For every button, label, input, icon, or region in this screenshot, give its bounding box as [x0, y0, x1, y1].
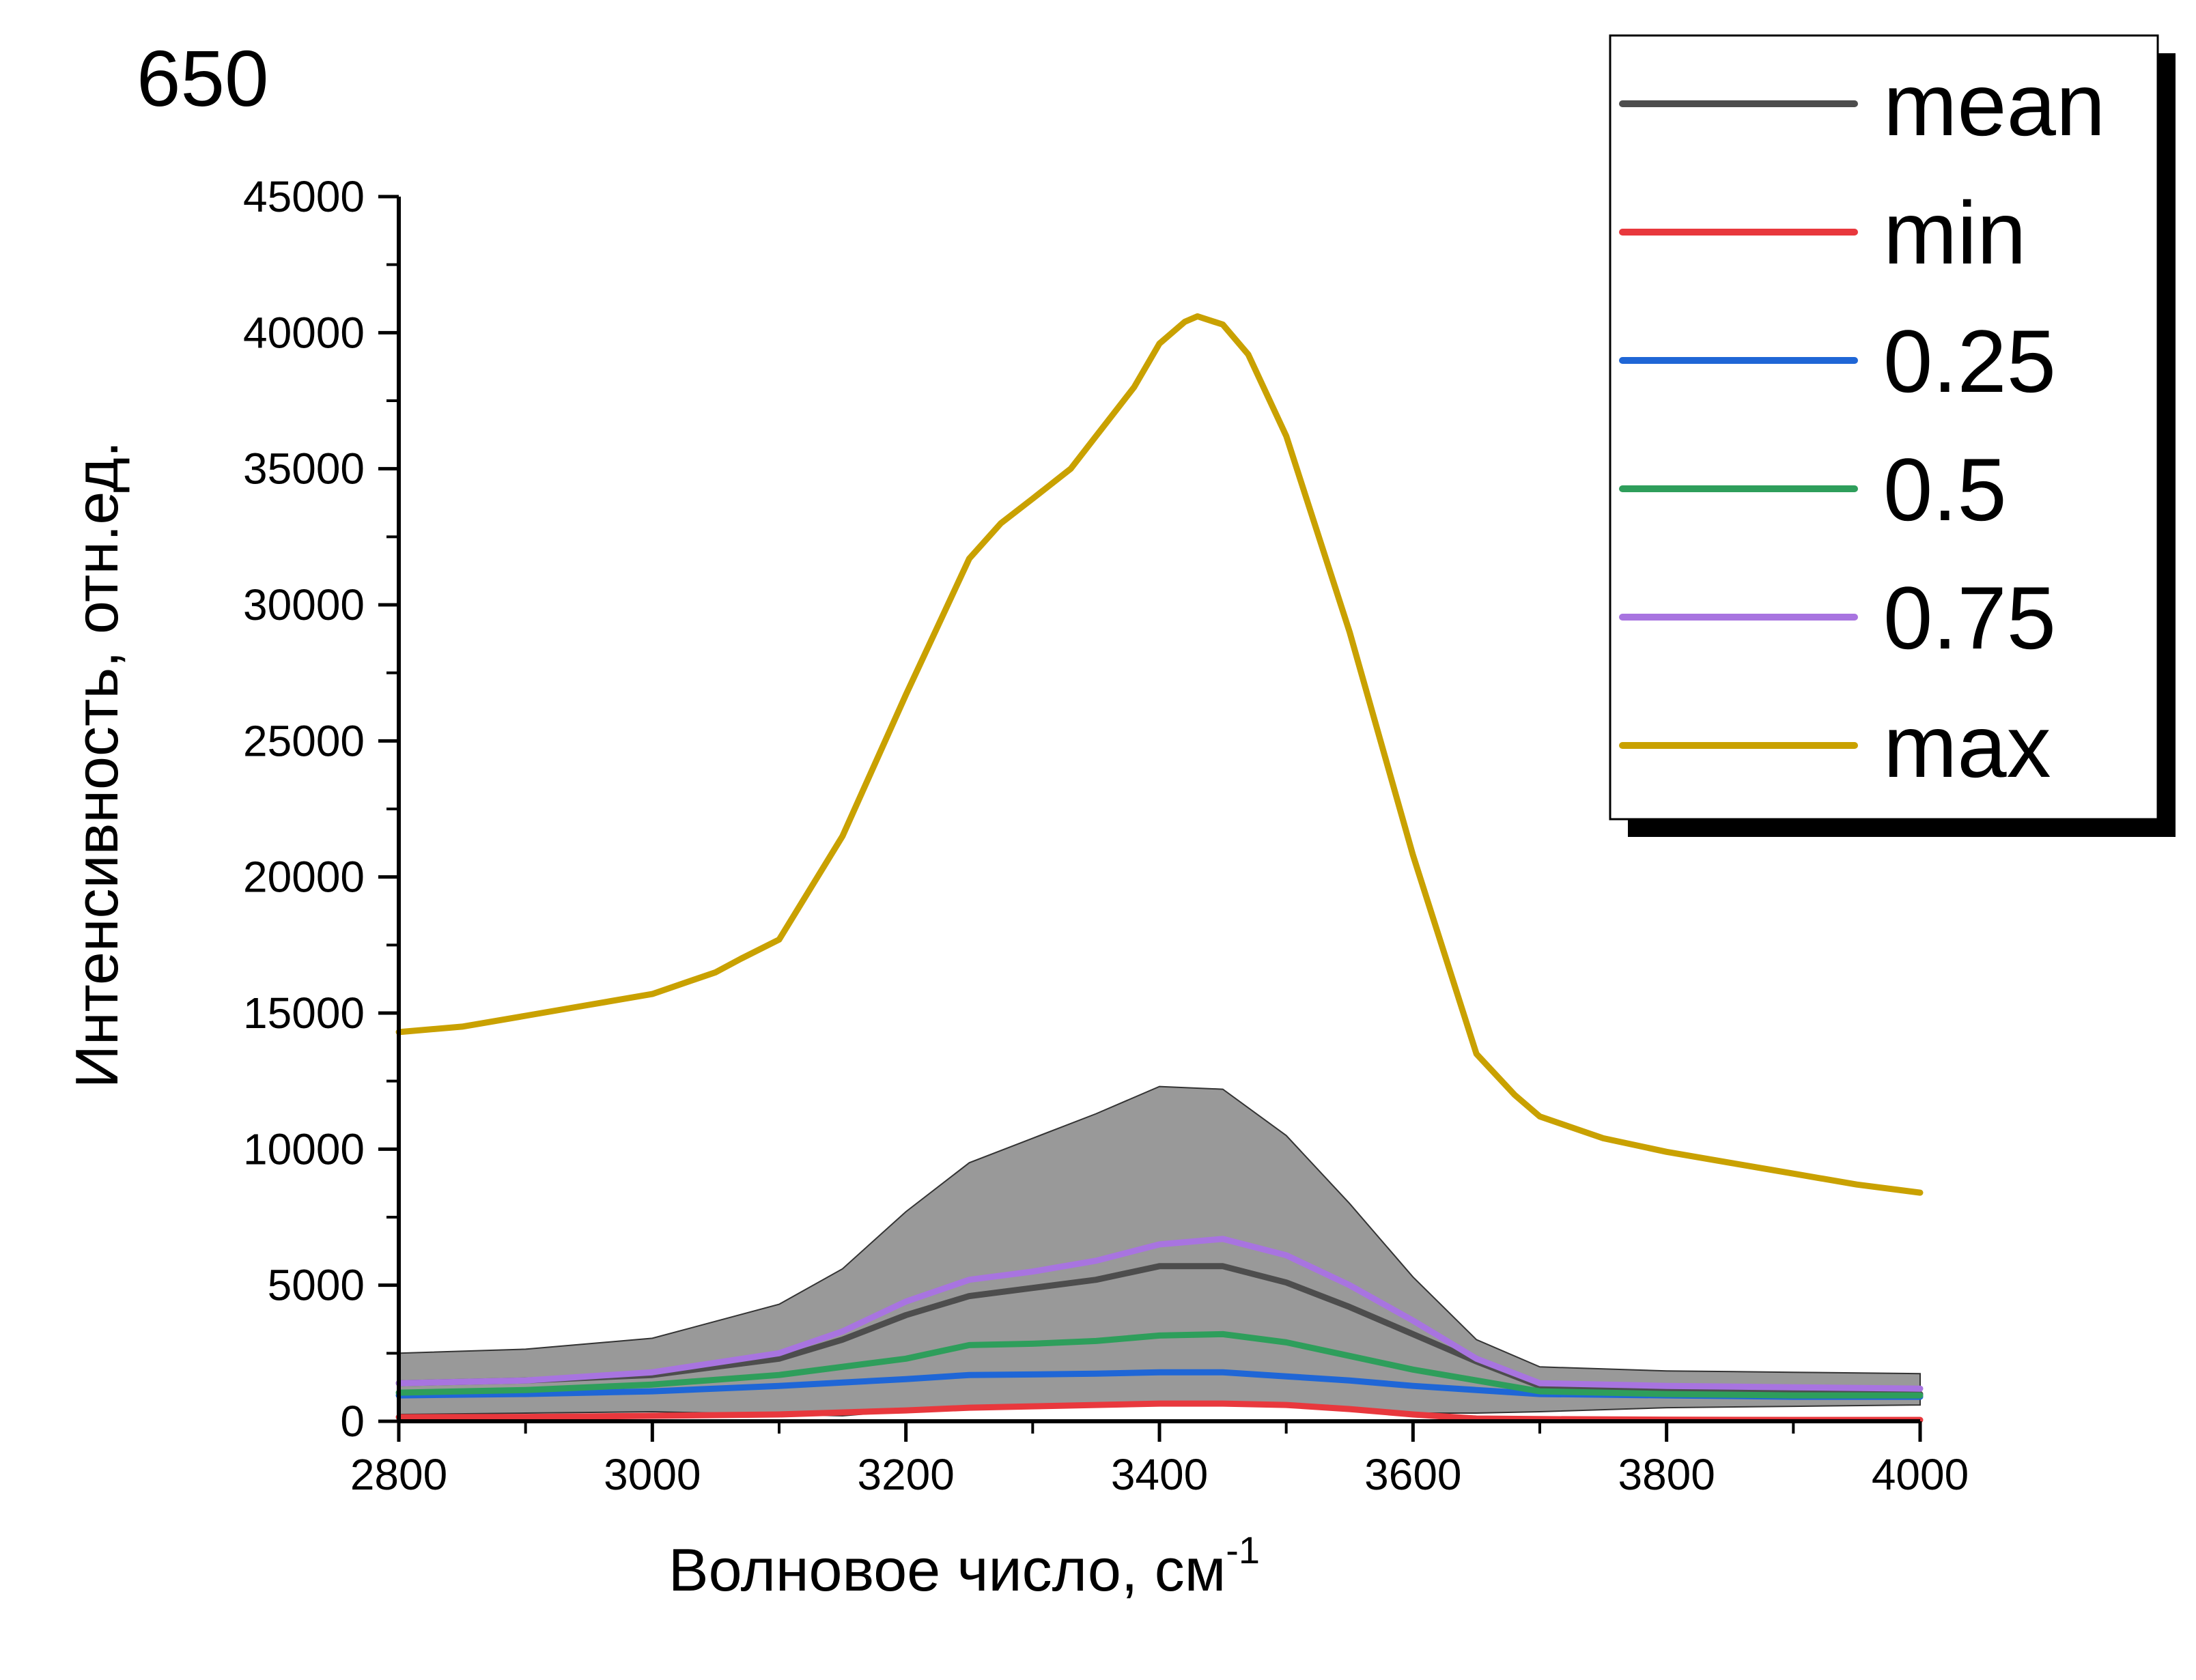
legend-label-075: 0.75 [1883, 568, 2056, 668]
range-band [398, 1085, 1921, 1417]
y-tick-label: 35000 [243, 444, 365, 494]
series-line-05 [395, 1330, 1924, 1399]
legend-label-05: 0.5 [1883, 440, 2007, 539]
x-tick-label: 4000 [1872, 1450, 1969, 1499]
x-tick-label: 3400 [1111, 1450, 1208, 1499]
y-tick-label: 0 [340, 1397, 365, 1446]
legend-box [1609, 34, 2159, 821]
legend-label-025: 0.25 [1883, 311, 2056, 411]
y-axis-title: Интенсивность, отн.ед. [63, 441, 130, 1088]
x-axis-title-text: Волновое число, см [668, 1536, 1226, 1604]
x-tick-label: 3600 [1364, 1450, 1461, 1499]
x-tick-label: 3800 [1618, 1450, 1715, 1499]
legend: mean min 0.25 0.5 0.75 max [1609, 34, 2176, 837]
x-axis-title-superscript: -1 [1226, 1528, 1260, 1571]
legend-label-max: max [1883, 696, 2051, 796]
y-tick-label: 25000 [243, 716, 365, 765]
y-axis: 0 5000 10000 15000 20000 25000 30000 35000 40000… [243, 172, 401, 1446]
y-tick-label: 5000 [268, 1261, 365, 1310]
x-tick-label: 3200 [857, 1450, 954, 1499]
y-tick-label: 20000 [243, 853, 365, 902]
series-line-min [395, 1400, 1924, 1423]
x-tick-label: 3000 [604, 1450, 701, 1499]
y-tick-label: 30000 [243, 580, 365, 629]
x-tick-label: 2800 [350, 1450, 447, 1499]
legend-label-mean: mean [1883, 55, 2105, 154]
series-line-075 [395, 1236, 1924, 1392]
panel-label: 650 [137, 34, 269, 123]
y-tick-label: 40000 [243, 308, 365, 357]
x-axis: 2800 3000 3200 3400 3600 3800 4000 [350, 1419, 1969, 1499]
y-tick-label: 45000 [243, 172, 365, 221]
y-tick-label: 15000 [243, 988, 365, 1038]
legend-label-min: min [1883, 183, 2026, 283]
plot-area [395, 313, 1924, 1423]
x-axis-title: Волновое число, см-1 [668, 1528, 1260, 1604]
series-line-max [395, 313, 1924, 1196]
y-tick-label: 10000 [243, 1124, 365, 1173]
